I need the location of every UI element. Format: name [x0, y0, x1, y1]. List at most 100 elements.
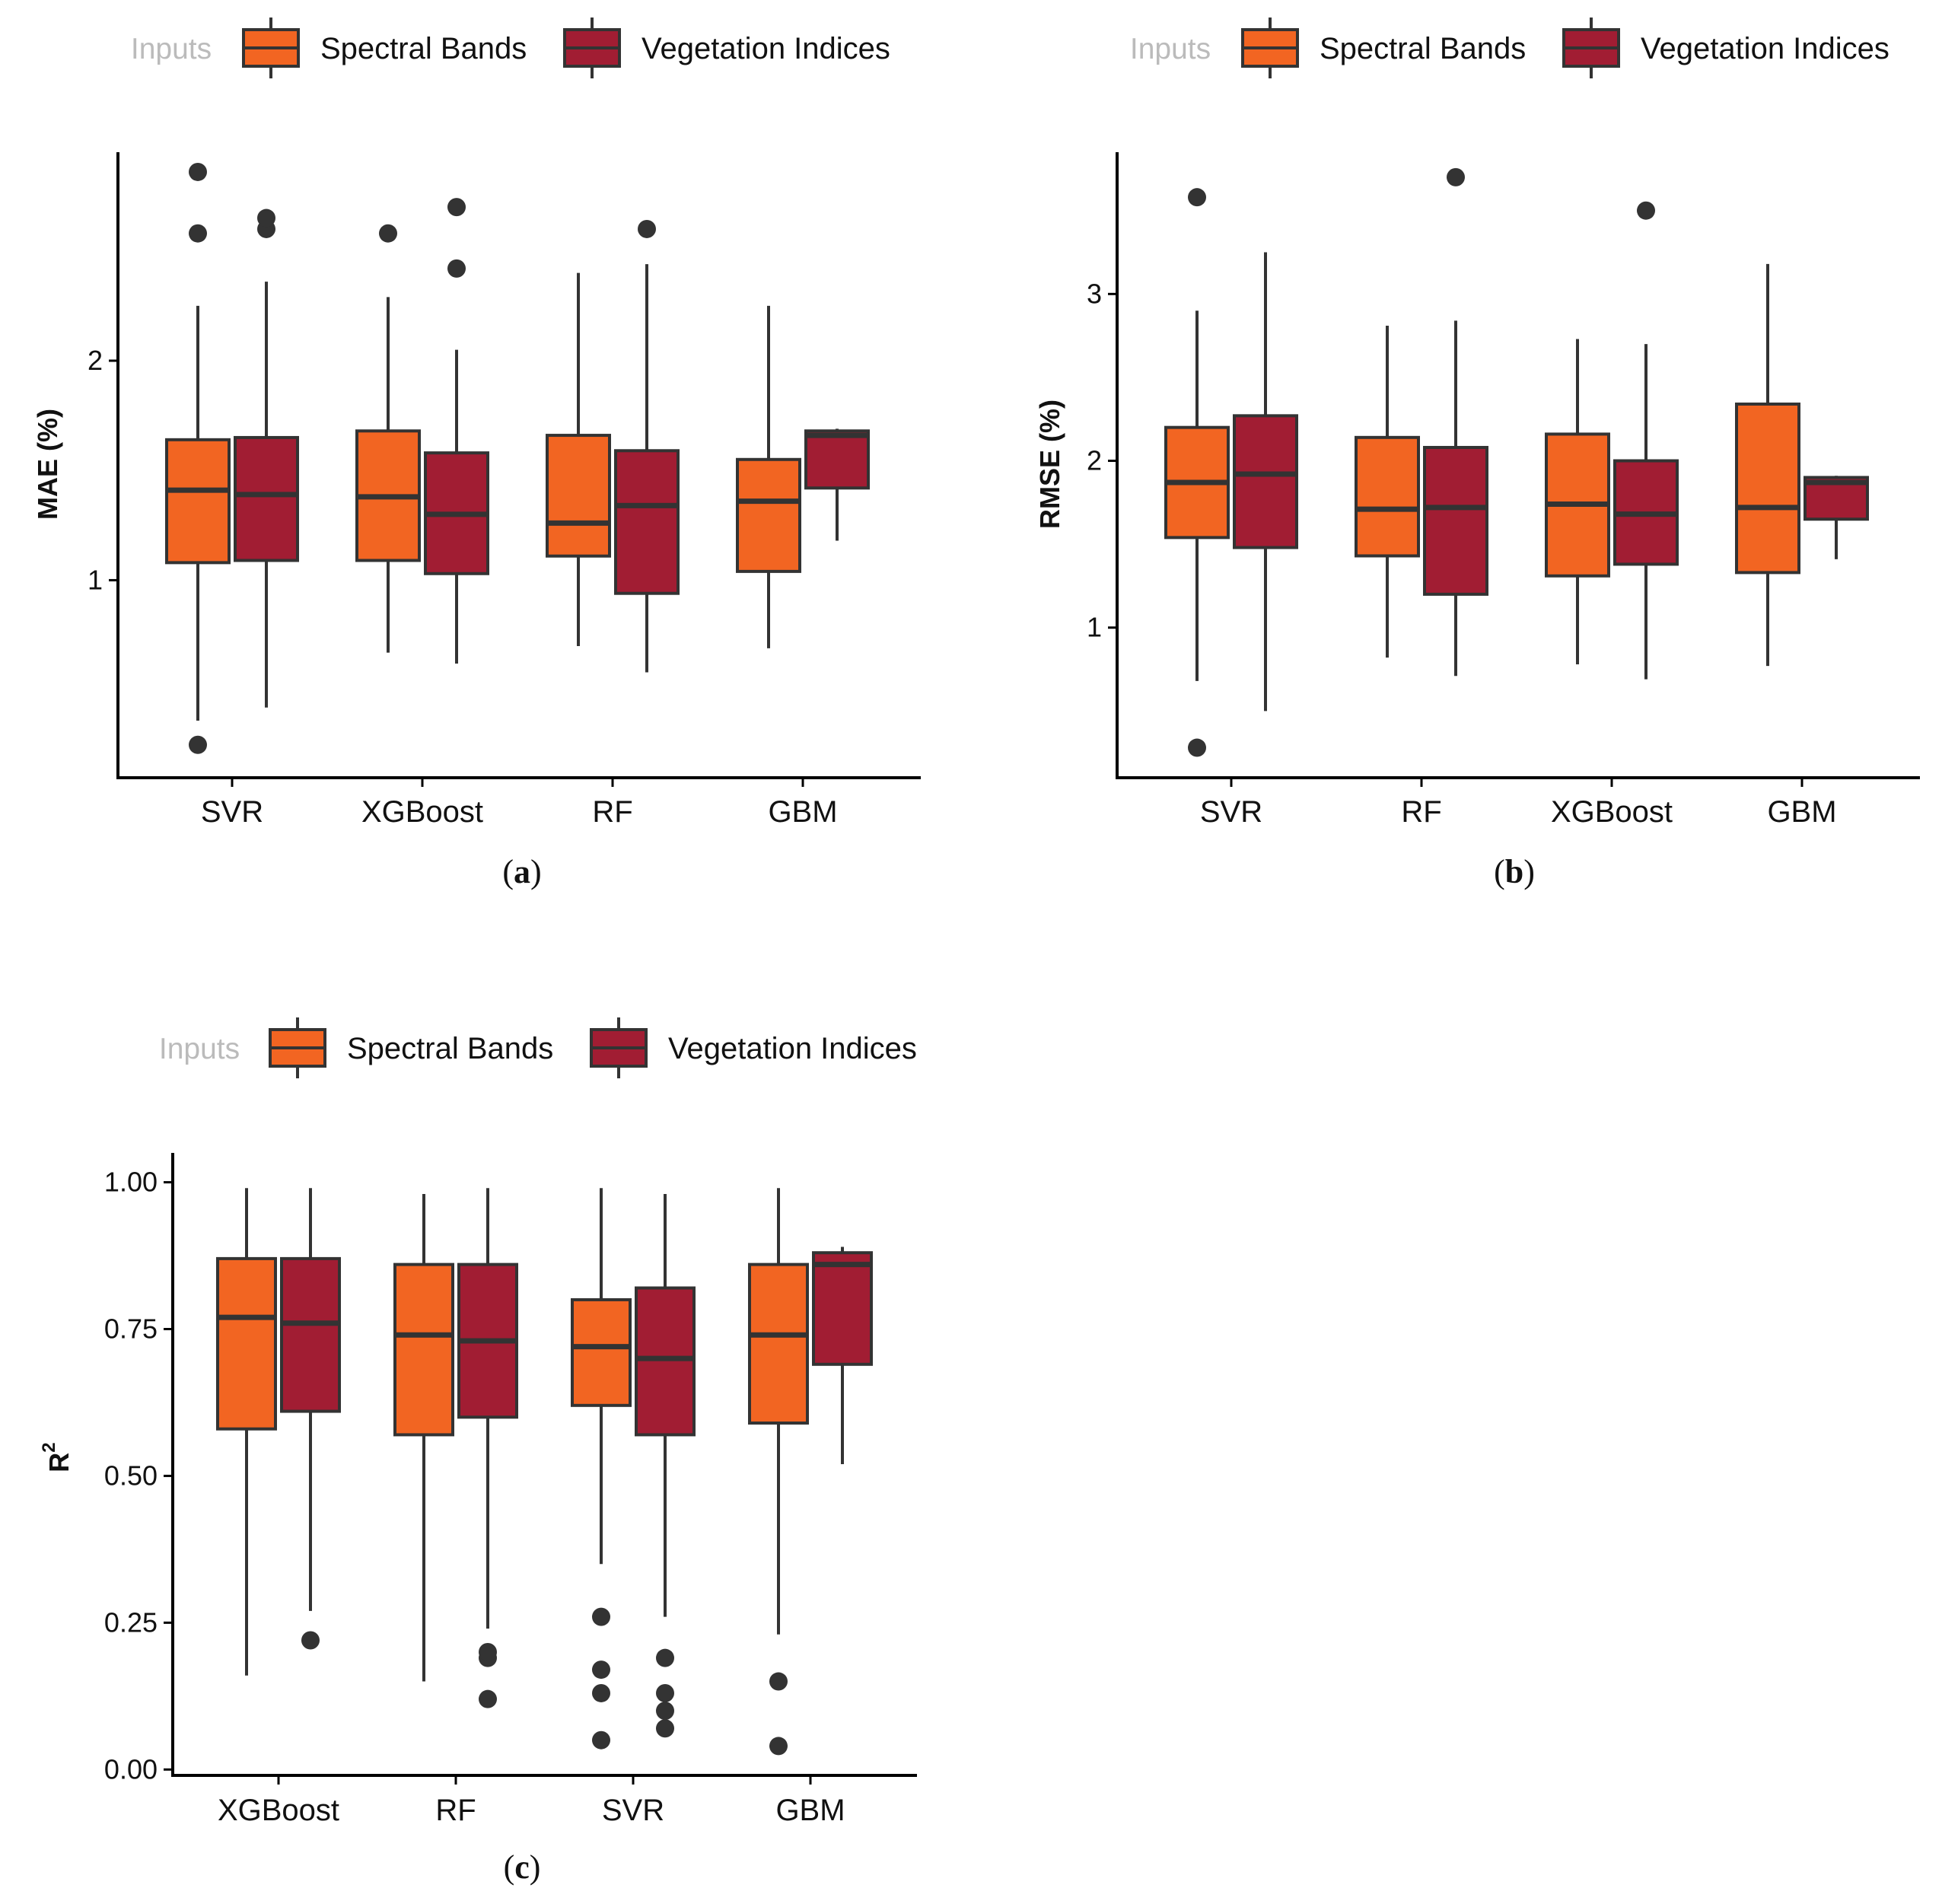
outlier-point [447, 198, 466, 217]
box-vegetation-rf [457, 1188, 518, 1708]
box-vegetation-xgboost [424, 198, 489, 664]
x-tick-label: GBM [768, 795, 837, 829]
box-iqr [635, 1286, 696, 1437]
box-iqr [571, 1297, 632, 1407]
legend-key-vegetation [590, 1017, 648, 1078]
outlier-point [189, 735, 207, 754]
caption-close: ) [530, 1848, 541, 1886]
box-iqr [614, 449, 680, 595]
panel-b: Inputs Spectral Bands Vegetation Indices 1 2… [1034, 18, 1920, 890]
x-tick-label: XGBoost [361, 795, 483, 829]
outlier-point [379, 224, 397, 243]
box-iqr [234, 435, 299, 562]
caption-close: ) [530, 853, 542, 890]
y-tick-label: 2 [1087, 445, 1102, 476]
box-spectral-svr [1164, 188, 1230, 757]
legend: Inputs Spectral Bands Vegetation Indices [159, 1017, 917, 1078]
box-spectral-rf [546, 272, 611, 646]
x-tick-label: SVR [1200, 795, 1262, 829]
outlier-point [1188, 188, 1206, 207]
legend-key-spectral [242, 18, 300, 78]
legend-title: Inputs [1130, 33, 1211, 65]
legend-title: Inputs [131, 33, 212, 65]
box-iqr [1355, 435, 1420, 558]
y-tick-label: 2 [88, 345, 103, 376]
box-vegetation-svr [635, 1194, 696, 1738]
outlier-point [1188, 738, 1206, 757]
legend-label: Vegetation Indices [668, 1032, 917, 1065]
legend-label: Vegetation Indices [1641, 32, 1889, 65]
box-vegetation-gbm [812, 1247, 873, 1464]
panel-c: Inputs Spectral Bands Vegetation Indices 0.… [39, 1017, 917, 1886]
outlier-point [656, 1648, 674, 1667]
box-vegetation-rf [614, 219, 680, 673]
legend-key-vegetation [563, 18, 621, 78]
box-vegetation-rf [1423, 167, 1488, 677]
box-vegetation-gbm [1804, 476, 1869, 559]
outlier-point [1447, 167, 1465, 186]
caption-letter: b [1505, 853, 1523, 890]
y-axis-label-text: R [43, 1453, 75, 1473]
box-spectral-xgboost [355, 224, 421, 653]
x-tick-label: RF [435, 1794, 476, 1827]
outlier-point [447, 259, 466, 278]
box-iqr [1423, 445, 1488, 596]
box-spectral-xgboost [1545, 339, 1610, 664]
box-spectral-xgboost [216, 1188, 277, 1676]
legend-label: Spectral Bands [320, 32, 527, 65]
box-iqr [216, 1256, 277, 1431]
y-tick-label: 0.25 [104, 1606, 158, 1638]
y-tick-label: 1 [1087, 612, 1102, 643]
y-tick-label: 3 [1087, 278, 1102, 309]
y-tick-label: 1.00 [104, 1167, 158, 1198]
legend-label: Vegetation Indices [641, 32, 890, 65]
x-tick-label: SVR [602, 1794, 664, 1827]
box-iqr [393, 1262, 454, 1437]
x-tick-label: GBM [1767, 795, 1836, 829]
box-iqr [546, 434, 611, 558]
box-iqr [736, 457, 801, 573]
box-vegetation-svr [1233, 252, 1298, 712]
x-tick-label: SVR [201, 795, 263, 829]
legend: Inputs Spectral Bands Vegetation Indices [131, 18, 890, 78]
outlier-point [301, 1631, 320, 1650]
y-tick-label: 0.00 [104, 1753, 158, 1785]
panel-caption: (b) [1494, 853, 1535, 890]
legend: Inputs Spectral Bands Vegetation Indices [1130, 18, 1889, 78]
y-tick-label: 1 [88, 564, 103, 595]
outlier-point [656, 1683, 674, 1702]
box-spectral-gbm [736, 305, 801, 648]
x-tick-label: RF [1401, 795, 1441, 829]
outlier-point [257, 209, 275, 228]
outlier-point [656, 1702, 674, 1721]
outlier-point [769, 1737, 788, 1756]
caption-open: ( [504, 1848, 515, 1886]
legend-title: Inputs [159, 1033, 240, 1065]
box-spectral-gbm [748, 1188, 809, 1756]
x-tick-label: RF [592, 795, 632, 829]
panel-a: Inputs Spectral Bands Vegetation Indices 1 2… [32, 18, 921, 890]
outlier-point [638, 219, 656, 238]
panel-caption: (a) [502, 853, 541, 890]
box-vegetation-gbm [804, 428, 870, 541]
outlier-point [769, 1672, 788, 1691]
x-tick-label: XGBoost [218, 1794, 339, 1827]
outlier-point [656, 1719, 674, 1738]
caption-letter: c [514, 1848, 530, 1886]
box-spectral-svr [165, 162, 231, 754]
box-iqr [1233, 414, 1298, 549]
box-spectral-rf [393, 1194, 454, 1682]
outlier-point [592, 1730, 610, 1750]
box-iqr [165, 438, 231, 565]
legend-label: Spectral Bands [347, 1032, 553, 1065]
legend-label: Spectral Bands [1320, 32, 1526, 65]
box-iqr [1735, 402, 1800, 575]
y-axis-label-text: RMSE (%) [1034, 400, 1065, 529]
legend-key-vegetation [1562, 18, 1620, 78]
outlier-point [479, 1689, 497, 1708]
box-vegetation-xgboost [1613, 201, 1679, 680]
y-axis-label-superscript: 2 [39, 1442, 59, 1452]
box-spectral-rf [1355, 325, 1420, 658]
panel-caption: (c) [504, 1848, 541, 1886]
